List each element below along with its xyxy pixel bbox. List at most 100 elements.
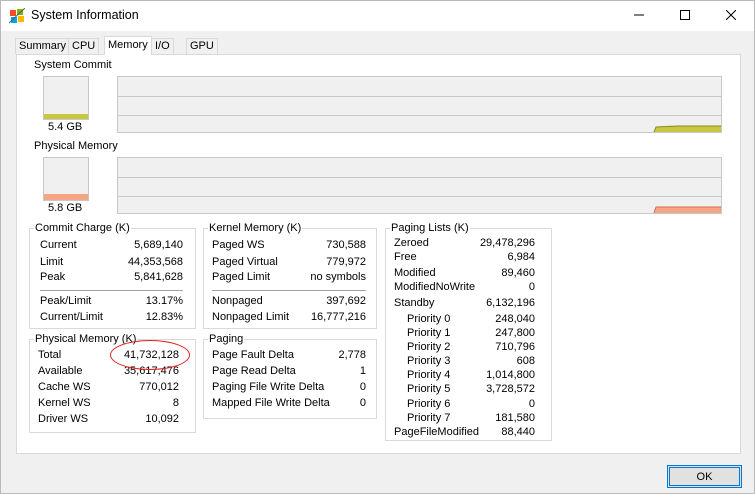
graph-gridline: [118, 115, 721, 116]
row-value: 0: [359, 381, 366, 393]
row-label: Priority 4: [407, 369, 451, 381]
row-label: Free: [394, 251, 417, 263]
row-value: 89,460: [501, 267, 535, 279]
row-label: Nonpaged Limit: [212, 311, 290, 323]
mapped-file-write-delta-row: Mapped File Write Delta 0: [212, 397, 366, 411]
graph-gridline: [118, 177, 721, 178]
minimize-button[interactable]: [616, 1, 662, 31]
ok-button[interactable]: OK: [667, 465, 742, 488]
priority-0-row: Priority 0 248,040: [407, 313, 535, 327]
row-value: 248,040: [495, 313, 535, 325]
tab-summary[interactable]: Summary: [15, 38, 71, 54]
row-value: 10,092: [145, 413, 179, 425]
row-label: Paging File Write Delta: [212, 381, 325, 393]
row-value: 5,689,140: [134, 239, 183, 251]
row-value: 397,692: [326, 295, 366, 307]
row-value: 730,588: [326, 239, 366, 251]
page-file-modified-row: PageFileModified 88,440: [394, 426, 535, 440]
kernel-ws-row: Kernel WS 8: [38, 397, 179, 411]
physical-memory-graph: [117, 157, 722, 214]
system-commit-gauge-fill: [44, 114, 88, 119]
close-button[interactable]: [708, 1, 754, 31]
commit-charge-group: Commit Charge (K) Current 5,689,140 Limit…: [29, 222, 196, 329]
priority-1-row: Priority 1 247,800: [407, 327, 535, 341]
maximize-button[interactable]: [662, 1, 708, 31]
row-value: 44,353,568: [127, 256, 183, 268]
paging-title: Paging: [208, 333, 245, 345]
row-label: Limit: [40, 256, 64, 268]
row-label: Cache WS: [38, 381, 91, 393]
nonpaged-limit-row: Nonpaged Limit 16,777,216: [212, 311, 366, 325]
row-value: 3,728,572: [486, 383, 535, 395]
row-label: Priority 6: [407, 398, 451, 410]
row-label: Standby: [394, 297, 435, 309]
minimize-icon: [634, 10, 644, 23]
commit-peak-limit-row: Peak/Limit 13.17%: [40, 295, 183, 309]
row-value: 710,796: [495, 341, 535, 353]
row-label: Zeroed: [394, 237, 429, 249]
tab-gpu[interactable]: GPU: [186, 38, 218, 54]
system-commit-gauge: [43, 76, 89, 120]
page-read-delta-row: Page Read Delta 1: [212, 365, 366, 379]
system-commit-value: 5.4 GB: [48, 121, 83, 133]
priority-7-row: Priority 7 181,580: [407, 412, 535, 426]
row-label: Available: [38, 365, 83, 377]
row-value: 16,777,216: [310, 311, 366, 323]
system-commit-graph: [117, 76, 722, 133]
row-label: Priority 5: [407, 383, 451, 395]
physical-memory-history-line: [653, 206, 721, 213]
row-value: 5,841,628: [134, 271, 183, 283]
row-label: Priority 0: [407, 313, 451, 325]
physical-memory-gauge: [43, 157, 89, 201]
paging-lists-group: Paging Lists (K) Zeroed 29,478,296 Free 6,…: [385, 222, 552, 441]
row-value: 181,580: [495, 412, 535, 424]
commit-peak-row: Peak 5,841,628: [40, 271, 183, 285]
priority-2-row: Priority 2 710,796: [407, 341, 535, 355]
paged-ws-row: Paged WS 730,588: [212, 239, 366, 253]
row-label: Nonpaged: [212, 295, 263, 307]
row-label: Current: [40, 239, 77, 251]
row-label: Total: [38, 349, 62, 361]
paging-group: Paging Page Fault Delta 2,778 Page Read D…: [203, 333, 377, 419]
row-value: 6,984: [507, 251, 535, 263]
free-row: Free 6,984: [394, 251, 535, 265]
row-label: PageFileModified: [394, 426, 479, 438]
row-value: 1,014,800: [486, 369, 535, 381]
row-label: Modified: [394, 267, 436, 279]
paged-virtual-row: Paged Virtual 779,972: [212, 256, 366, 270]
row-label: Mapped File Write Delta: [212, 397, 330, 409]
row-value: 2,778: [338, 349, 366, 361]
divider: [40, 290, 183, 291]
tab-io[interactable]: I/O: [151, 38, 174, 54]
close-icon: [725, 9, 737, 23]
commit-charge-title: Commit Charge (K): [34, 222, 131, 234]
priority-6-row: Priority 6 0: [407, 398, 535, 412]
kernel-memory-group: Kernel Memory (K) Paged WS 730,588 Paged …: [203, 222, 377, 329]
row-value: 0: [528, 398, 535, 410]
system-commit-history-line: [653, 125, 721, 132]
row-label: Page Read Delta: [212, 365, 296, 377]
annotation-circle: [110, 340, 190, 370]
priority-3-row: Priority 3 608: [407, 355, 535, 369]
physical-memory-title: Physical Memory (K): [34, 333, 138, 345]
row-value: 770,012: [139, 381, 179, 393]
row-value: 6,132,196: [486, 297, 535, 309]
paging-lists-title: Paging Lists (K): [390, 222, 470, 234]
row-value: 0: [528, 281, 535, 293]
row-value: 12.83%: [145, 311, 183, 323]
tab-memory[interactable]: Memory: [104, 36, 152, 55]
cache-ws-row: Cache WS 770,012: [38, 381, 179, 395]
physical-memory-group: Physical Memory (K) Total 41,732,128 Avai…: [29, 333, 196, 433]
commit-current-row: Current 5,689,140: [40, 239, 183, 253]
row-label: Page Fault Delta: [212, 349, 294, 361]
tab-cpu[interactable]: CPU: [68, 38, 100, 54]
paged-limit-row: Paged Limit no symbols: [212, 271, 366, 285]
driver-ws-row: Driver WS 10,092: [38, 413, 179, 427]
row-label: Priority 2: [407, 341, 451, 353]
commit-current-limit-row: Current/Limit 12.83%: [40, 311, 183, 325]
graph-gridline: [118, 196, 721, 197]
row-value: 779,972: [326, 256, 366, 268]
physical-memory-gauge-fill: [44, 194, 88, 200]
window-title: System Information: [31, 8, 139, 22]
